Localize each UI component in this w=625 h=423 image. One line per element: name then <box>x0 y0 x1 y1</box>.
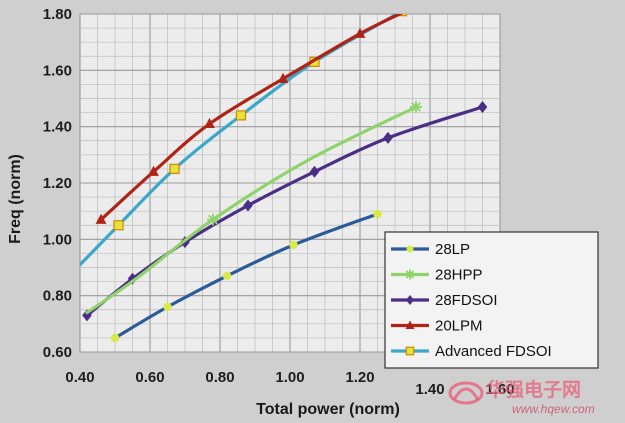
legend-swatch-marker <box>406 295 414 305</box>
legend-label: 28HPP <box>435 267 483 284</box>
tick-labels: 0.40 0.60 0.80 1.00 1.20 1.40 1.60 0.60 0.80 1.00… <box>43 6 515 398</box>
series-28hpp <box>85 100 422 315</box>
y-tick-label: 1.00 <box>43 231 72 248</box>
y-tick-label: 0.80 <box>43 288 72 305</box>
legend-item: 28HPP <box>391 267 483 284</box>
x-tick-label: 1.40 <box>415 381 444 398</box>
legend-item: Advanced FDSOI <box>391 343 552 360</box>
data-point <box>289 240 298 250</box>
data-point <box>222 271 232 281</box>
x-tick-label: 0.60 <box>135 369 164 386</box>
data-point <box>148 165 159 176</box>
series-line <box>85 105 418 315</box>
legend-swatch-marker <box>405 346 415 356</box>
legend-swatch-marker <box>405 269 415 280</box>
x-tick-label: 0.80 <box>205 369 234 386</box>
legend: 28LP 28HPP 28FDSOI 20LPM Advanced FDSOI <box>384 231 599 369</box>
watermark-logo-icon <box>448 381 484 405</box>
data-point <box>354 27 366 38</box>
series-28lp <box>110 209 382 343</box>
series-layer <box>80 14 488 343</box>
data-point <box>477 100 488 113</box>
legend-item: 28FDSOI <box>391 292 498 309</box>
data-point <box>163 302 172 312</box>
data-point <box>113 220 124 231</box>
watermark: 华强电子网 www.hqew.com <box>448 378 595 416</box>
data-point <box>110 333 120 343</box>
y-tick-label: 1.40 <box>43 119 72 136</box>
y-tick-label: 1.60 <box>43 62 72 79</box>
series-20lpm <box>95 14 404 224</box>
legend-swatch-marker <box>405 320 415 329</box>
x-tick-label: 1.20 <box>345 369 374 386</box>
y-tick-label: 1.80 <box>43 6 72 23</box>
data-point <box>207 213 219 226</box>
data-point <box>396 14 408 17</box>
y-tick-label: 0.60 <box>43 344 72 361</box>
data-point <box>373 209 382 219</box>
x-axis-title: Total power (norm) <box>256 401 400 418</box>
legend-label: Advanced FDSOI <box>435 343 552 360</box>
data-point <box>383 131 393 144</box>
data-point <box>277 72 289 83</box>
data-point <box>95 213 107 224</box>
x-tick-label: 0.40 <box>65 369 94 386</box>
legend-item: 20LPM <box>391 318 483 335</box>
y-axis-title: Freq (norm) <box>7 154 24 244</box>
data-point <box>169 163 180 175</box>
x-tick-label: 1.00 <box>275 369 304 386</box>
watermark-url: www.hqew.com <box>512 402 595 416</box>
legend-swatch-marker <box>406 245 414 253</box>
data-point <box>204 117 215 129</box>
legend-label: 28FDSOI <box>435 292 498 309</box>
legend-item: 28LP <box>391 241 470 258</box>
y-tick-label: 1.20 <box>43 175 72 192</box>
watermark-brand: 华强电子网 <box>486 378 581 401</box>
data-point <box>309 165 320 178</box>
data-point <box>243 199 253 212</box>
legend-label: 28LP <box>435 241 470 258</box>
x-tick-label: 1.60 <box>485 381 514 398</box>
data-point <box>235 110 247 121</box>
legend-label: 20LPM <box>435 318 483 335</box>
data-point <box>410 100 422 113</box>
